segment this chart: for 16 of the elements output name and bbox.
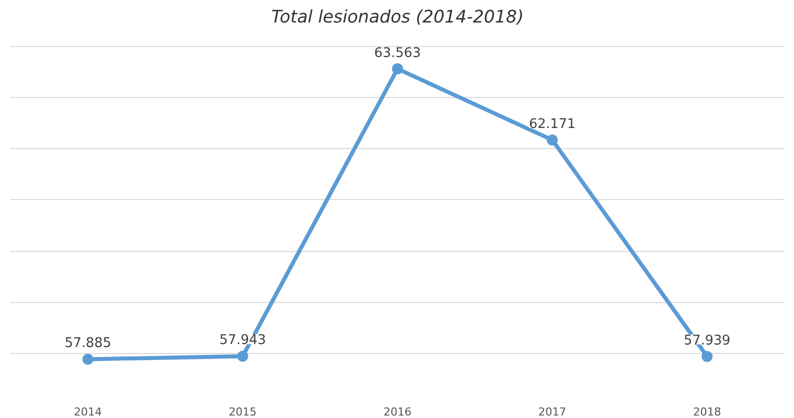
x-tick-label: 2014 bbox=[74, 406, 102, 418]
x-tick-label: 2016 bbox=[384, 406, 412, 418]
x-tick-label: 2015 bbox=[228, 406, 257, 418]
data-label: 57.939 bbox=[684, 333, 730, 348]
x-tick-label: 2018 bbox=[693, 406, 722, 418]
x-tick-label: 2017 bbox=[538, 406, 566, 418]
data-label: 63.563 bbox=[374, 46, 421, 61]
chart-title: Total lesionados (2014-2018) bbox=[271, 8, 524, 28]
point bbox=[392, 63, 403, 74]
data-label: 57.885 bbox=[64, 336, 112, 352]
point bbox=[237, 350, 248, 362]
data-label: 57.943 bbox=[219, 333, 266, 348]
point bbox=[82, 354, 94, 365]
data-label: 62.171 bbox=[528, 116, 576, 132]
point bbox=[702, 350, 713, 362]
point bbox=[546, 134, 558, 146]
